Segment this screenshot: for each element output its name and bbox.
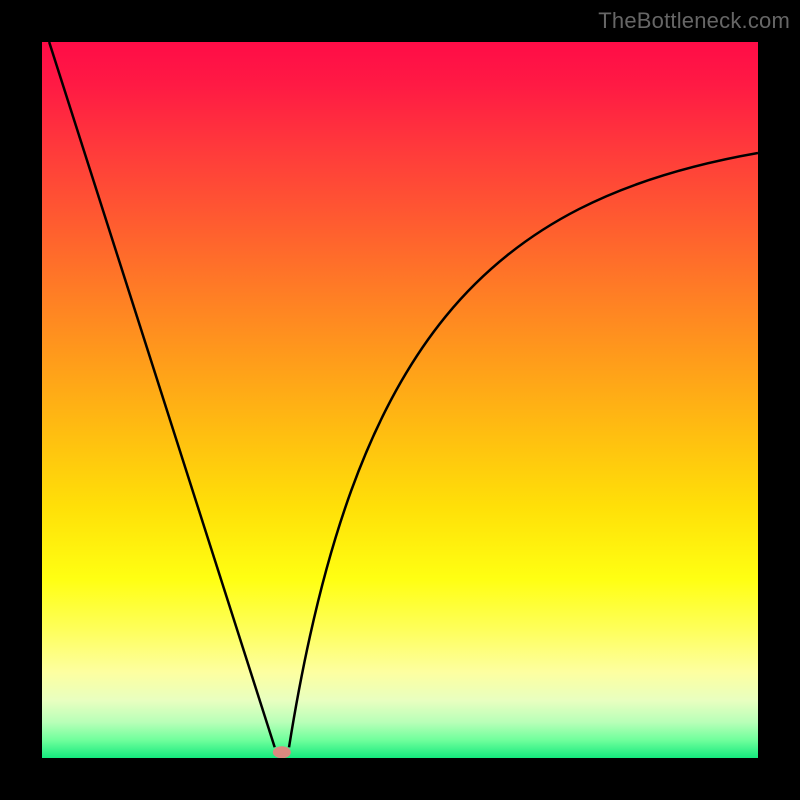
chart-container: TheBottleneck.com	[0, 0, 800, 800]
trough-marker	[273, 746, 291, 758]
gradient-background	[42, 42, 758, 758]
watermark-text: TheBottleneck.com	[598, 8, 790, 34]
plot-area	[42, 42, 758, 758]
